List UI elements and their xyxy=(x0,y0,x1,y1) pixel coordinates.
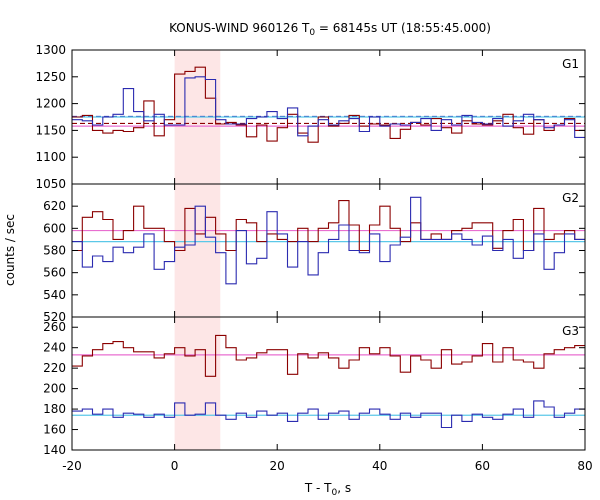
y-tick-label: 1250 xyxy=(35,70,66,84)
y-tick-label: 1300 xyxy=(35,43,66,57)
y-tick-label: 180 xyxy=(43,402,66,416)
panel-g2: 520 540 560 580 600 620 G2 xyxy=(43,183,586,324)
panels-group: 1050 1100 1150 1200 1250 1300 G1 520 540 560 580 60… xyxy=(35,43,586,457)
panel-frame xyxy=(71,316,586,451)
x-axis-label: T - T0, s xyxy=(304,481,351,498)
series-red-g1 xyxy=(72,66,585,143)
panel-g1: 1050 1100 1150 1200 1250 1300 G1 xyxy=(35,43,586,191)
panel-g3: 140 160 180 200 220 240 260 G3 xyxy=(43,316,586,457)
y-tick-label: 620 xyxy=(43,199,66,213)
x-axis-label-main: T - T xyxy=(304,481,332,495)
y-tick-label: 520 xyxy=(43,310,66,324)
y-tick-label: 140 xyxy=(43,443,66,457)
x-axis-label-subscript: 0 xyxy=(332,488,338,498)
y-tick-label: 260 xyxy=(43,320,66,334)
series-blue-g2 xyxy=(72,196,585,285)
series-blue-g3 xyxy=(72,400,585,429)
x-tick-label: 60 xyxy=(475,459,490,473)
chart-title: KONUS-WIND 960126 T0 = 68145s UT (18:55:… xyxy=(169,21,491,38)
x-axis: -20 0 20 40 60 80 xyxy=(62,459,592,473)
y-tick-label: 580 xyxy=(43,244,66,258)
y-tick-label: 540 xyxy=(43,288,66,302)
y-tick-label: 220 xyxy=(43,361,66,375)
series-red-g3 xyxy=(72,334,585,377)
panel-label: G2 xyxy=(562,191,579,205)
x-tick-label: 40 xyxy=(372,459,387,473)
x-tick-label: -20 xyxy=(62,459,82,473)
y-tick-label: 1150 xyxy=(35,123,66,137)
panel-label: G3 xyxy=(562,324,579,338)
y-tick-label: 1200 xyxy=(35,97,66,111)
chart-title-subscript: 0 xyxy=(309,28,315,38)
y-tick-label: 1050 xyxy=(35,177,66,191)
x-tick-label: 0 xyxy=(171,459,179,473)
y-tick-label: 1100 xyxy=(35,150,66,164)
x-tick-label: 80 xyxy=(577,459,592,473)
y-tick-label: 160 xyxy=(43,423,66,437)
chart-title-rest: = 68145s UT (18:55:45.000) xyxy=(315,21,491,35)
y-tick-label: 560 xyxy=(43,266,66,280)
chart-title-main: KONUS-WIND 960126 T xyxy=(169,21,310,35)
y-axis-label: counts / sec xyxy=(3,214,17,286)
highlight-interval xyxy=(174,317,221,450)
x-axis-label-rest: , s xyxy=(337,481,351,495)
y-tick-label: 600 xyxy=(43,221,66,235)
x-tick-label: 20 xyxy=(270,459,285,473)
series-blue-g1 xyxy=(72,76,585,138)
panel-label: G1 xyxy=(562,57,579,71)
y-tick-label: 200 xyxy=(43,382,66,396)
y-tick-label: 240 xyxy=(43,341,66,355)
series-red-g2 xyxy=(72,200,585,252)
